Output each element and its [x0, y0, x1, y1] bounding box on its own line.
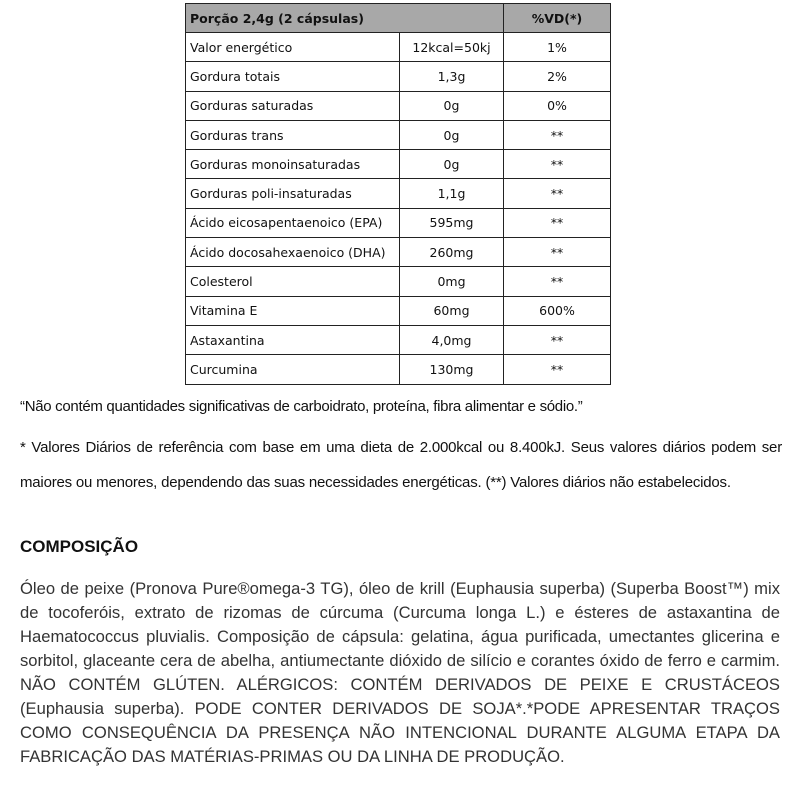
- nutrient-amount: 260mg: [399, 237, 504, 268]
- nutrient-name: Colesterol: [185, 266, 400, 297]
- nutrient-vd: **: [503, 266, 611, 297]
- nutrient-amount: 0g: [399, 90, 504, 121]
- nutrient-vd: **: [503, 119, 611, 151]
- table-row: Colesterol 0mg **: [185, 266, 611, 297]
- table-row: Valor energético 12kcal=50kj 1%: [185, 31, 611, 63]
- vd-header: %VD(*): [503, 3, 611, 33]
- nutrition-table: Porção 2,4g (2 cápsulas) %VD(*) Valor en…: [185, 3, 611, 385]
- table-row: Gorduras trans 0g **: [185, 119, 611, 151]
- nutrient-vd: 2%: [503, 61, 611, 92]
- nutrient-vd: **: [503, 207, 611, 239]
- nutrient-vd: **: [503, 354, 611, 385]
- table-row: Gorduras poli-insaturadas 1,1g **: [185, 178, 611, 209]
- nutrient-amount: 0g: [399, 119, 504, 151]
- nutrient-amount: 1,1g: [399, 178, 504, 209]
- nutrient-name: Curcumina: [185, 354, 400, 385]
- nutrient-name: Gorduras poli-insaturadas: [185, 178, 400, 209]
- nutrient-vd: **: [503, 149, 611, 180]
- table-row: Gordura totais 1,3g 2%: [185, 61, 611, 92]
- nutrient-amount: 595mg: [399, 207, 504, 239]
- nutrient-amount: 0g: [399, 149, 504, 180]
- nutrient-vd: 0%: [503, 90, 611, 121]
- nutrient-amount: 130mg: [399, 354, 504, 385]
- table-header-row: Porção 2,4g (2 cápsulas) %VD(*): [185, 3, 611, 33]
- nutrient-vd: 600%: [503, 295, 611, 326]
- nutrient-name: Vitamina E: [185, 295, 400, 326]
- nutrient-name: Gorduras trans: [185, 119, 400, 151]
- table-row: Vitamina E 60mg 600%: [185, 295, 611, 326]
- table-row: Gorduras monoinsaturadas 0g **: [185, 149, 611, 180]
- nutrient-name: Astaxantina: [185, 324, 400, 356]
- portion-header: Porção 2,4g (2 cápsulas): [185, 3, 504, 33]
- nutrient-name: Gordura totais: [185, 61, 400, 92]
- nutrient-vd: **: [503, 324, 611, 356]
- table-row: Gorduras saturadas 0g 0%: [185, 90, 611, 121]
- nutrient-name: Ácido docosahexaenoico (DHA): [185, 237, 400, 268]
- nutrient-vd: **: [503, 237, 611, 268]
- composition-text: Óleo de peixe (Pronova Pure®omega-3 TG),…: [20, 579, 780, 766]
- nutrient-amount: 1,3g: [399, 61, 504, 92]
- nutrient-vd: 1%: [503, 31, 611, 63]
- nutrient-amount: 12kcal=50kj: [399, 31, 504, 63]
- table-row: Ácido eicosapentaenoico (EPA) 595mg **: [185, 207, 611, 239]
- nutrient-name: Valor energético: [185, 31, 400, 63]
- daily-values-note: * Valores Diários de referência com base…: [20, 439, 782, 491]
- not-significant-note: “Não contém quantidades significativas d…: [20, 398, 583, 415]
- nutrient-vd: **: [503, 178, 611, 209]
- nutrient-amount: 60mg: [399, 295, 504, 326]
- table-row: Ácido docosahexaenoico (DHA) 260mg **: [185, 237, 611, 268]
- nutrient-name: Gorduras monoinsaturadas: [185, 149, 400, 180]
- table-row: Astaxantina 4,0mg **: [185, 324, 611, 356]
- composition-title: COMPOSIÇÃO: [20, 537, 139, 556]
- nutrient-name: Ácido eicosapentaenoico (EPA): [185, 207, 400, 239]
- nutrient-amount: 4,0mg: [399, 324, 504, 356]
- nutrient-name: Gorduras saturadas: [185, 90, 400, 121]
- table-row: Curcumina 130mg **: [185, 354, 611, 385]
- nutrient-amount: 0mg: [399, 266, 504, 297]
